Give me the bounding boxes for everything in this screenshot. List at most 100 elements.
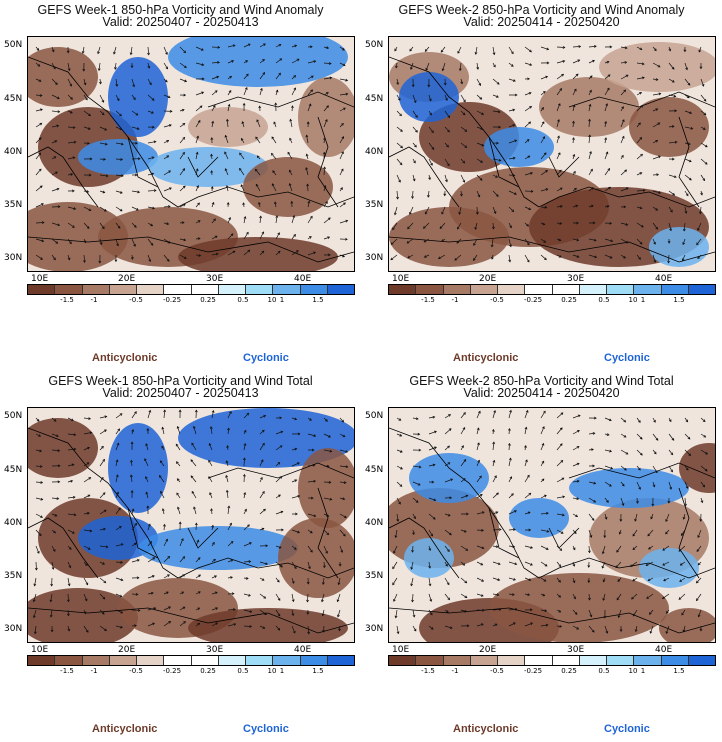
colorbar-swatch	[55, 285, 83, 294]
wind-arrow	[115, 474, 119, 483]
wind-arrow	[636, 92, 643, 96]
wind-arrow	[604, 120, 608, 128]
wind-arrow	[620, 154, 624, 160]
wind-arrow	[392, 222, 398, 231]
wind-arrow	[83, 431, 93, 435]
wind-arrow	[572, 430, 580, 435]
wind-arrow	[176, 492, 181, 499]
wind-arrow	[601, 561, 606, 569]
wind-arrow	[163, 556, 171, 563]
wind-arrow	[696, 593, 702, 602]
wind-arrow	[652, 190, 662, 194]
wind-arrow	[322, 625, 326, 633]
wind-arrow	[508, 510, 517, 515]
colorbar-swatch	[164, 656, 192, 665]
wind-arrow	[604, 238, 614, 243]
wind-arrow	[556, 427, 563, 435]
colorbar-tick: -0.25	[523, 667, 543, 675]
wind-arrow	[474, 46, 478, 55]
wind-arrow	[392, 577, 398, 586]
colorbar-swatch	[607, 656, 635, 665]
wind-arrow	[161, 445, 165, 451]
coastline	[389, 56, 540, 208]
coastline	[568, 91, 715, 108]
wind-arrow	[700, 433, 707, 438]
anticyclonic-area	[599, 42, 715, 92]
wind-arrow	[409, 206, 414, 215]
wind-arrow	[492, 141, 499, 145]
wind-arrow	[211, 235, 218, 240]
wind-arrow	[428, 577, 432, 587]
wind-arrow	[339, 107, 346, 112]
wind-arrow	[227, 623, 237, 627]
wind-arrow	[83, 609, 87, 615]
wind-arrow	[540, 577, 547, 582]
wind-arrow	[243, 216, 247, 224]
wind-arrow	[492, 441, 496, 451]
wind-arrow	[259, 414, 267, 419]
cyclonic-area	[399, 72, 459, 122]
wind-arrow	[259, 476, 263, 483]
colorbar-swatch	[552, 656, 580, 665]
wind-arrow	[588, 464, 596, 468]
wind-arrow	[682, 238, 686, 246]
wind-arrow	[51, 110, 61, 114]
wind-arrow	[508, 409, 512, 419]
wind-arrow	[83, 110, 91, 117]
wind-arrow	[556, 254, 562, 258]
colorbar-tick: -1	[451, 667, 459, 675]
wind-arrow	[444, 625, 453, 630]
lon-label: 40E	[294, 645, 312, 655]
wind-arrow	[423, 238, 430, 243]
wind-arrow	[618, 529, 622, 535]
wind-arrow	[35, 481, 44, 484]
wind-arrow	[588, 134, 592, 144]
wind-arrow	[508, 190, 517, 195]
wind-arrow	[211, 120, 215, 128]
wind-arrow	[259, 71, 266, 80]
wind-arrow	[339, 46, 345, 51]
wind-arrow	[35, 168, 42, 176]
wind-arrow	[339, 433, 346, 438]
wind-arrow	[680, 529, 686, 536]
wind-arrow	[307, 75, 314, 80]
wind-arrow	[225, 185, 229, 192]
cyclonic-area	[484, 127, 554, 167]
wind-arrow	[524, 511, 531, 515]
wind-arrow	[636, 122, 641, 128]
panel-valid-date: Valid: 20250407 - 20250413	[102, 15, 259, 29]
colorbar-swatch	[579, 656, 607, 665]
coastline	[28, 56, 179, 208]
wind-arrow	[35, 152, 42, 160]
wind-arrow	[615, 561, 622, 569]
wind-arrow	[636, 188, 646, 192]
wind-arrow	[51, 78, 58, 85]
wind-arrow	[460, 459, 467, 467]
wind-arrow	[211, 90, 218, 96]
wind-arrow	[67, 417, 74, 422]
colorbar-unit: 10	[628, 296, 638, 304]
wind-arrow	[67, 173, 74, 176]
wind-arrow	[396, 465, 403, 470]
wind-arrow	[209, 426, 213, 435]
wind-arrow	[540, 46, 550, 51]
coastline	[678, 487, 700, 579]
wind-arrow	[684, 174, 692, 181]
wind-arrow	[668, 94, 677, 98]
wind-arrow	[243, 412, 250, 419]
colorbar-swatch	[525, 656, 553, 665]
colorbar-swatch	[327, 285, 354, 294]
wind-arrow	[291, 447, 298, 451]
wind-arrow	[211, 622, 219, 627]
wind-arrow	[588, 416, 597, 420]
wind-arrow	[540, 494, 547, 499]
wind-arrow	[256, 155, 261, 160]
wind-arrow	[460, 529, 467, 533]
wind-arrow	[83, 190, 90, 193]
wind-arrow	[83, 446, 90, 451]
colorbar-swatch	[191, 656, 219, 665]
wind-arrow	[697, 609, 702, 618]
wind-arrow	[195, 622, 201, 627]
wind-arrow	[587, 577, 591, 584]
wind-arrow	[684, 433, 691, 440]
